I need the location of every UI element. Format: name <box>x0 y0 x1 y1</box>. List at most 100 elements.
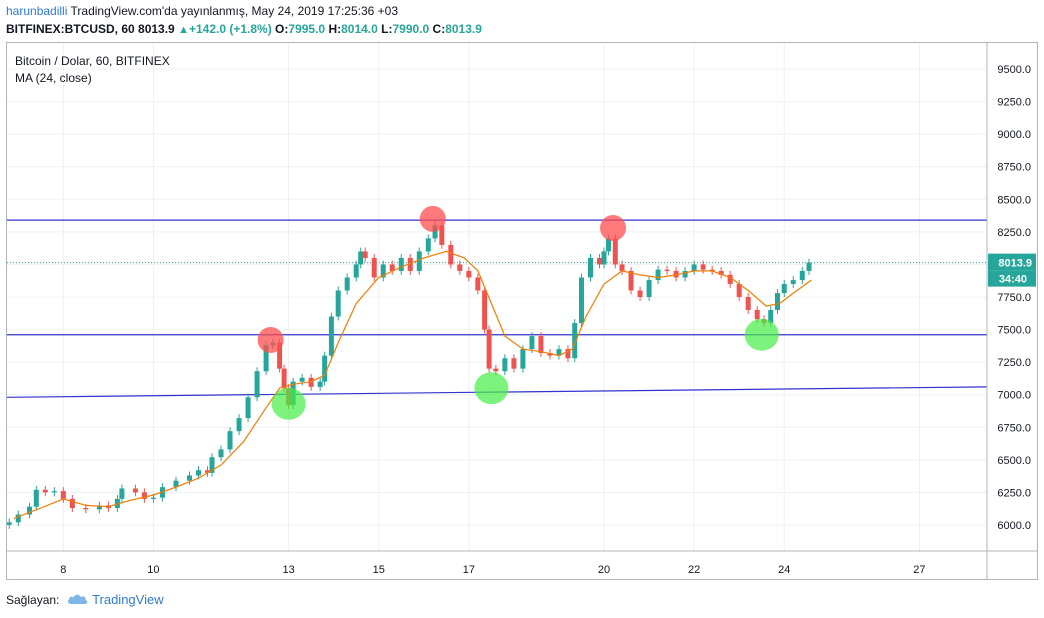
candle-body <box>736 283 742 297</box>
candle-body <box>790 280 796 284</box>
last-price-badge: 8013.9 34:40 <box>988 253 1036 287</box>
candle-body <box>277 342 283 369</box>
low-value: 7990.0 <box>392 22 430 36</box>
candle-body <box>209 457 215 473</box>
candle-body <box>432 225 438 239</box>
x-tick-label: 20 <box>598 564 610 576</box>
candle-body <box>42 489 48 493</box>
candle-body <box>96 505 102 510</box>
candle-body <box>475 277 481 291</box>
x-tick-label: 13 <box>282 564 294 576</box>
candle-body <box>682 270 688 278</box>
candle-body <box>173 480 179 488</box>
candle-body <box>195 470 201 476</box>
candle-body <box>317 381 323 387</box>
x-tick-label: 17 <box>463 564 475 576</box>
candle-body <box>709 269 715 271</box>
candle-body <box>520 349 526 369</box>
candle-body <box>587 257 593 278</box>
candle-body <box>141 492 147 499</box>
candle-body <box>612 238 618 265</box>
candle-body <box>281 368 287 389</box>
indicator-label: MA (24, close) <box>15 71 92 85</box>
up-arrow-icon: ▲ <box>178 24 189 36</box>
candle-body <box>466 270 472 278</box>
candle-body <box>754 310 760 320</box>
publish-info: harunbadilli TradingView.com'da yayınlan… <box>6 4 398 18</box>
candle-body <box>745 297 751 311</box>
red-top-marker <box>419 205 446 232</box>
price-change: +142.0 (+1.8%) <box>188 22 272 36</box>
candle-body <box>718 270 724 275</box>
candle-body <box>425 238 431 252</box>
candle-body <box>806 262 812 271</box>
close-label: C: <box>432 22 446 36</box>
low-label: L: <box>381 22 393 36</box>
y-tick-label: 6750.0 <box>997 422 1031 434</box>
author-username[interactable]: harunbadilli <box>6 4 68 18</box>
candle-body <box>33 489 39 507</box>
price-badge-box <box>988 253 1036 271</box>
y-tick-label: 7250.0 <box>997 357 1031 369</box>
price-marks <box>6 221 812 529</box>
x-tick-label: 22 <box>688 564 700 576</box>
footer: Sağlayan: TradingView <box>6 592 164 607</box>
close-value: 8013.9 <box>445 22 482 36</box>
candle-body <box>493 368 499 372</box>
y-tick-label: 7500.0 <box>997 325 1031 337</box>
open-value: 7995.0 <box>288 22 326 36</box>
price-axis[interactable]: 9500.09250.09000.08750.08500.08250.08000… <box>997 64 1031 532</box>
candle-body <box>51 491 57 493</box>
y-tick-label: 7000.0 <box>997 390 1031 402</box>
candle-body <box>619 264 625 271</box>
candle-body <box>628 270 634 291</box>
candle-body <box>597 257 603 265</box>
candle-body <box>768 310 774 324</box>
candle-body <box>781 283 787 294</box>
y-tick-label: 8500.0 <box>997 194 1031 206</box>
candle-body <box>556 349 562 356</box>
highlight-markers <box>257 205 779 420</box>
y-tick-label: 9000.0 <box>997 129 1031 141</box>
tradingview-brand-link[interactable]: TradingView <box>92 592 164 607</box>
candle-body <box>335 290 341 317</box>
candle-body <box>601 251 607 265</box>
candle-body <box>27 506 33 515</box>
candle-body <box>353 264 359 278</box>
y-tick-label: 9250.0 <box>997 97 1031 109</box>
candle-body <box>371 257 377 278</box>
candle-body <box>15 514 21 523</box>
candle-body <box>691 264 697 271</box>
candle-body <box>407 257 413 271</box>
candle-body <box>254 371 260 398</box>
candle-body <box>398 257 404 271</box>
candle-body <box>389 264 395 271</box>
candle-body <box>727 274 733 284</box>
chart-title: Bitcoin / Dolar, 60, BITFINEX <box>15 54 170 68</box>
candle-body <box>358 251 364 265</box>
candle-body <box>565 349 571 359</box>
red-top-marker <box>257 326 284 353</box>
candle-body <box>457 264 463 271</box>
candle-body <box>529 336 535 350</box>
y-tick-label: 8750.0 <box>997 162 1031 174</box>
candle-body <box>578 277 584 324</box>
source-label: Sağlayan: <box>6 593 60 607</box>
x-tick-label: 24 <box>778 564 790 576</box>
candle-body <box>299 377 305 382</box>
candle-body <box>538 336 544 354</box>
price-chart[interactable]: 9500.09250.09000.08750.08500.08250.08000… <box>6 43 1037 579</box>
green-bottom-marker <box>271 387 306 420</box>
y-tick-label: 6500.0 <box>997 455 1031 467</box>
grid <box>7 43 987 551</box>
candle-body <box>6 522 12 525</box>
candle-body <box>322 355 328 382</box>
candle-body <box>186 475 192 481</box>
candle-body <box>69 498 75 509</box>
y-tick-label: 9500.0 <box>997 64 1031 76</box>
candle-body <box>114 498 120 509</box>
time-axis[interactable]: 8 10 13 15 17 20 22 24 27 <box>60 564 925 576</box>
x-tick-label: 10 <box>147 564 159 576</box>
countdown-value: 34:40 <box>999 274 1027 286</box>
chart-panel[interactable]: 9500.09250.09000.08750.08500.08250.08000… <box>6 42 1038 580</box>
